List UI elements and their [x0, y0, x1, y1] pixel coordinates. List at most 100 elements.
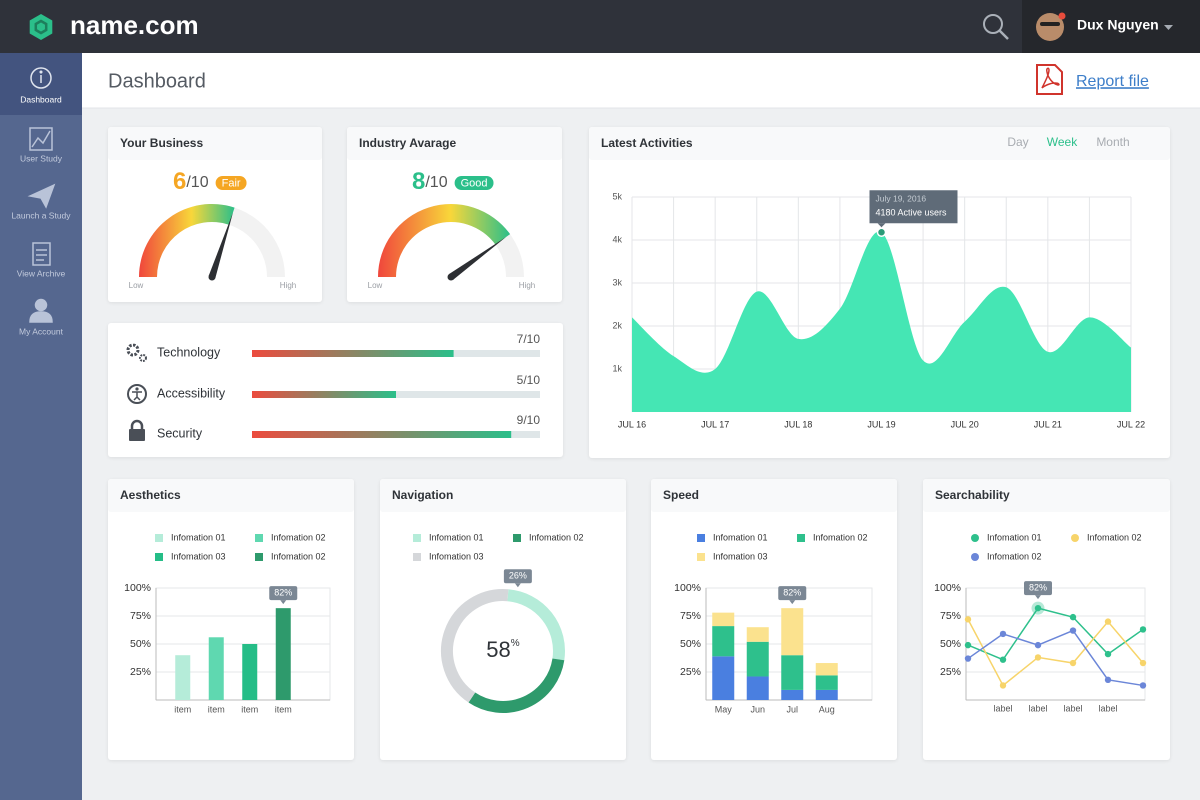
card — [108, 479, 354, 760]
x-tick-label: label — [993, 703, 1012, 713]
legend-label: Infomation 02 — [813, 532, 868, 542]
y-tick-label: 4k — [612, 234, 622, 244]
card-title: Navigation — [392, 488, 453, 502]
score-label: Technology — [157, 345, 221, 359]
x-tick-label: Aug — [819, 704, 835, 714]
x-tick-label: label — [1098, 703, 1117, 713]
card-title: Searchability — [935, 488, 1010, 502]
legend-label: Infomation 02 — [271, 532, 326, 542]
point — [999, 630, 1007, 638]
legend-swatch — [155, 553, 163, 561]
donut-segment — [507, 589, 565, 661]
y-tick-label: 3k — [612, 277, 622, 287]
donut-segment — [441, 589, 509, 703]
callout-box — [778, 586, 807, 601]
x-tick-label: item — [275, 704, 292, 714]
y-tick-label: 75% — [940, 610, 961, 622]
y-tick-label: 100% — [674, 582, 701, 594]
y-tick-label: 50% — [940, 638, 961, 650]
bar — [275, 608, 291, 700]
legend-label: Infomation 01 — [713, 532, 768, 542]
bar-segment — [815, 675, 838, 690]
gauge-needle — [208, 212, 234, 279]
y-tick-label: 25% — [940, 666, 961, 678]
callout-box — [269, 586, 298, 601]
legend-label: Infomation 02 — [987, 551, 1042, 561]
legend-label: Infomation 03 — [429, 551, 484, 561]
rating-text: Fair — [222, 177, 241, 189]
bar-segment — [781, 689, 804, 700]
bar-segment — [746, 627, 769, 642]
legend-swatch — [971, 534, 979, 542]
point — [1104, 618, 1112, 625]
y-tick-label: 75% — [130, 610, 151, 622]
card-title: Speed — [663, 488, 699, 502]
pdf-icon[interactable] — [1036, 64, 1063, 95]
callout-arrow — [280, 600, 287, 605]
report-link[interactable]: Report file — [1076, 73, 1149, 90]
callout-label: 82% — [1029, 583, 1047, 593]
legend-label: Infomation 01 — [987, 532, 1042, 542]
tab[interactable]: Week — [1047, 135, 1078, 149]
x-tick-label: May — [715, 704, 733, 714]
avatar[interactable] — [1036, 13, 1064, 41]
sidebar — [0, 53, 82, 800]
score-value: 6 — [173, 168, 186, 195]
bar-segment — [815, 689, 838, 700]
x-tick-label: label — [1028, 703, 1047, 713]
point — [1139, 682, 1147, 689]
user-caret[interactable] — [1164, 25, 1173, 30]
header — [0, 0, 1200, 53]
legend-swatch — [971, 553, 979, 561]
logo-text: name.com — [70, 10, 199, 40]
x-tick-label: JUL 22 — [1117, 419, 1145, 429]
tab[interactable]: Month — [1096, 135, 1129, 149]
gauge-high: High — [280, 281, 296, 290]
card-title: Latest Activities — [601, 136, 693, 150]
sidebar-label[interactable]: View Archive — [17, 268, 66, 278]
gauge-low: Low — [129, 281, 144, 290]
point — [1034, 641, 1042, 649]
sidebar-label[interactable]: User Study — [20, 153, 63, 163]
sidebar-active — [0, 53, 82, 115]
point — [1069, 613, 1077, 621]
point — [1139, 626, 1147, 633]
point — [1069, 627, 1077, 634]
legend-swatch — [513, 534, 521, 542]
area — [632, 231, 1131, 412]
search-icon[interactable] — [983, 14, 1009, 40]
legend-label: Infomation 01 — [429, 532, 484, 542]
bar-segment — [746, 641, 769, 677]
bar-segment — [712, 656, 735, 700]
callout-box — [503, 569, 532, 584]
card-header — [651, 479, 897, 512]
line — [967, 619, 1144, 687]
tab[interactable]: Day — [1007, 135, 1028, 149]
card-header — [347, 127, 562, 160]
sidebar-label[interactable]: My Account — [19, 326, 64, 336]
point — [1104, 676, 1112, 684]
legend-swatch — [413, 553, 421, 561]
legend-label: Infomation 02 — [529, 532, 584, 542]
legend-swatch — [255, 534, 263, 542]
x-tick-label: Jul — [786, 704, 798, 714]
x-tick-label: item — [241, 704, 258, 714]
user-name[interactable]: Dux Nguyen — [1077, 17, 1159, 33]
card-header — [380, 479, 626, 512]
sidebar-label[interactable]: Launch a Study — [11, 210, 71, 220]
legend-swatch — [697, 553, 705, 561]
x-tick-label: label — [1063, 703, 1082, 713]
score-icons — [126, 343, 147, 441]
donut-center: 58% — [486, 637, 519, 662]
y-tick-label: 50% — [130, 638, 151, 650]
score-max: /10 — [186, 174, 208, 191]
score-value: 5/10 — [517, 373, 541, 387]
tooltip-label: 4180 Active users — [876, 208, 948, 218]
sidebar-label[interactable]: Dashboard — [20, 94, 62, 104]
card-title: Industry Avarage — [359, 136, 456, 150]
bar — [208, 637, 224, 700]
score-bar — [252, 391, 396, 398]
y-tick-label: 50% — [680, 638, 701, 650]
callout-arrow — [789, 600, 796, 605]
